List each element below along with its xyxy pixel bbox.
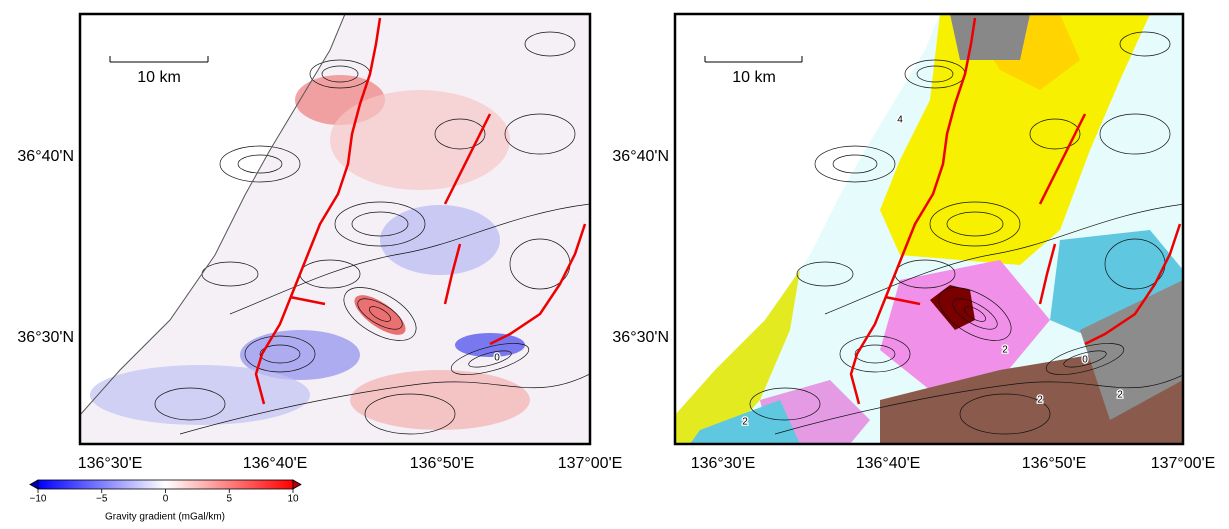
scale-bar bbox=[110, 56, 208, 62]
contour-label: 0 bbox=[494, 353, 500, 364]
colorbar-tick-label: −5 bbox=[96, 494, 108, 505]
longitude-label: 137°00'E bbox=[558, 455, 623, 472]
scale-bar-label: 10 km bbox=[732, 69, 776, 86]
colorbar-over bbox=[293, 480, 301, 489]
scale-bar-label: 10 km bbox=[137, 69, 181, 86]
colorbar bbox=[38, 480, 293, 489]
contour-label: 2 bbox=[1002, 345, 1008, 356]
contour-label: 2 bbox=[1117, 390, 1123, 401]
longitude-label: 137°00'E bbox=[1151, 455, 1216, 472]
page: 10 km 10 km Gravity gradient (mGal/km) 3… bbox=[0, 0, 1229, 529]
colorbar-tick-label: 10 bbox=[287, 494, 299, 505]
contour-label: 2 bbox=[1037, 395, 1043, 406]
latitude-label: 36°40'N bbox=[612, 148, 669, 165]
contour-label: 2 bbox=[742, 417, 748, 428]
longitude-label: 136°30'E bbox=[691, 455, 756, 472]
colorbar-tick-label: −10 bbox=[30, 494, 47, 505]
longitude-label: 136°50'E bbox=[410, 455, 475, 472]
longitude-label: 136°40'E bbox=[243, 455, 308, 472]
scale-bar bbox=[705, 56, 802, 62]
longitude-label: 136°30'E bbox=[78, 455, 143, 472]
contour-label: 0 bbox=[1082, 355, 1088, 366]
colorbar-label: Gravity gradient (mGal/km) bbox=[105, 512, 225, 523]
longitude-label: 136°40'E bbox=[856, 455, 921, 472]
contour-label: 4 bbox=[897, 115, 903, 126]
colorbar-under bbox=[30, 480, 38, 489]
latitude-label: 36°30'N bbox=[612, 329, 669, 346]
longitude-label: 136°50'E bbox=[1022, 455, 1087, 472]
figure: 10 km 10 km Gravity gradient (mGal/km) 3… bbox=[0, 0, 1229, 524]
latitude-label: 36°30'N bbox=[17, 329, 74, 346]
colorbar-tick-label: 0 bbox=[163, 494, 169, 505]
latitude-label: 36°40'N bbox=[17, 148, 74, 165]
colorbar-tick-label: 5 bbox=[226, 494, 232, 505]
